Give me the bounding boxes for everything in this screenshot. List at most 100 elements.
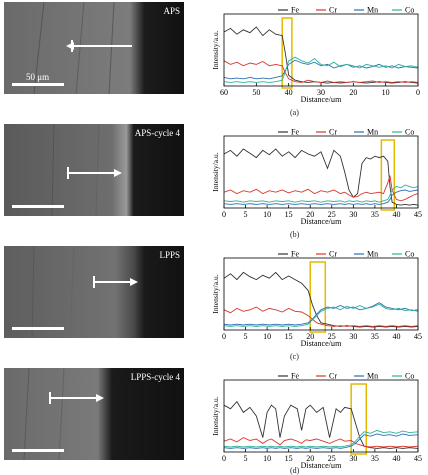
legend-label-cr: Cr [329,6,337,15]
x-tick-label: 40 [392,454,400,463]
legend-label-co: Co [405,6,414,15]
series-line-mn [223,433,419,449]
plot-frame [223,13,419,87]
x-tick-label: 35 [371,454,379,463]
x-tick-label: 10 [263,210,271,219]
sem-texture-b [4,124,184,216]
x-tick-label: 10 [382,88,390,97]
series-line-mn [223,59,419,80]
plot-frame [223,257,419,331]
linescan-chart-c: 0 5 10 15 20 25 30 35 40 45 Distance/μm Intensity/a… [211,250,422,347]
series-line-mn [223,302,419,326]
x-tick-label: 30 [349,332,357,341]
legend-label-fe: Fe [291,6,299,15]
y-axis-label: Intensity/a.u. [211,396,220,435]
x-tick-label: 40 [392,332,400,341]
legend-label-co: Co [405,250,414,259]
legend-label-mn: Mn [367,372,378,381]
series-line-cr [223,437,419,448]
x-tick-label: 40 [392,210,400,219]
x-tick-label: 0 [416,88,420,97]
x-tick-label: 50 [252,88,260,97]
panel-c: LPPS 0 5 10 15 20 25 30 35 40 45 Distance/μm Intens… [0,246,428,346]
series-line-fe [223,148,419,206]
sem-image-b: APS-cycle 4 [4,124,184,216]
sem-texture-a [4,2,184,94]
y-axis-label: Intensity/a.u. [211,152,220,191]
x-tick-label: 5 [244,210,248,219]
legend-label-mn: Mn [367,250,378,259]
panel-d: LPPS-cycle 4 0 5 10 15 20 25 30 35 40 45 Distance/… [0,368,428,468]
series-line-mn [223,189,419,205]
x-tick-label: 60 [220,88,228,97]
scale-bar [12,327,64,330]
sem-texture-c [4,246,184,338]
x-tick-label: 15 [285,454,293,463]
series-line-co [223,56,419,83]
series-line-co [223,303,419,327]
x-tick-label: 20 [306,332,314,341]
x-tick-label: 15 [285,332,293,341]
x-tick-label: 20 [306,454,314,463]
x-tick-label: 30 [317,88,325,97]
panel-a: APS 50 μm 60 50 40 30 20 10 0 Distance/μm Intens… [0,2,428,102]
x-tick-label: 0 [222,332,226,341]
series-line-co [223,429,419,448]
x-axis-label: Distance/μm [301,217,343,224]
x-tick-label: 25 [328,332,336,341]
y-axis-label: Intensity/a.u. [211,274,220,313]
legend-label-cr: Cr [329,250,337,259]
x-tick-label: 25 [328,210,336,219]
plot-frame [223,135,419,209]
highlight-box [380,139,396,211]
x-tick-label: 25 [328,454,336,463]
linescan-chart-a: 60 50 40 30 20 10 0 Distance/μm Intensity/a.u. Fe… [211,6,420,103]
panel-letter-b: (b) [290,230,300,239]
legend-label-cr: Cr [329,128,337,137]
scale-bar [12,83,64,86]
x-tick-label: 15 [285,210,293,219]
series-line-fe [223,400,419,449]
x-tick-label: 45 [414,332,422,341]
x-tick-label: 20 [306,210,314,219]
series-line-co [223,184,419,203]
scale-bar [12,205,64,208]
x-tick-label: 30 [349,210,357,219]
legend-label-fe: Fe [291,128,299,137]
x-axis-label: Distance/μm [301,95,343,102]
legend-label-fe: Fe [291,250,299,259]
x-tick-label: 5 [244,454,248,463]
legend-label-co: Co [405,128,414,137]
x-tick-label: 5 [244,332,248,341]
sem-label-a: APS [163,6,180,16]
legend-label-fe: Fe [291,372,299,381]
panel-letter-c: (c) [290,352,299,361]
x-tick-label: 40 [285,88,293,97]
legend-label-mn: Mn [367,6,378,15]
highlight-box [309,261,327,333]
sem-label-c: LPPS [159,250,180,260]
series-line-cr [223,306,419,327]
scale-bar [12,449,64,452]
sem-image-a: APS 50 μm [4,2,184,94]
scale-bar-label: 50 μm [26,72,50,82]
linescan-chart-d: 0 5 10 15 20 25 30 35 40 45 Distance/μm Intensity/a… [211,372,422,469]
legend-label-co: Co [405,372,414,381]
panel-b: APS-cycle 4 0 5 10 15 20 25 30 35 40 45 Distance/μ… [0,124,428,224]
panel-letter-a: (a) [290,108,299,117]
x-tick-label: 30 [349,454,357,463]
x-tick-label: 45 [414,210,422,219]
sem-label-b: APS-cycle 4 [134,128,180,138]
legend-label-mn: Mn [367,128,378,137]
sem-image-c: LPPS [4,246,184,338]
series-line-fe [223,271,419,328]
plot-frame [223,379,419,453]
x-tick-label: 35 [371,210,379,219]
x-tick-label: 10 [263,454,271,463]
legend-label-cr: Cr [329,372,337,381]
sem-image-d: LPPS-cycle 4 [4,368,184,460]
sem-label-d: LPPS-cycle 4 [130,372,180,382]
x-tick-label: 0 [222,454,226,463]
series-line-fe [223,26,419,84]
sem-texture-d [4,368,184,460]
